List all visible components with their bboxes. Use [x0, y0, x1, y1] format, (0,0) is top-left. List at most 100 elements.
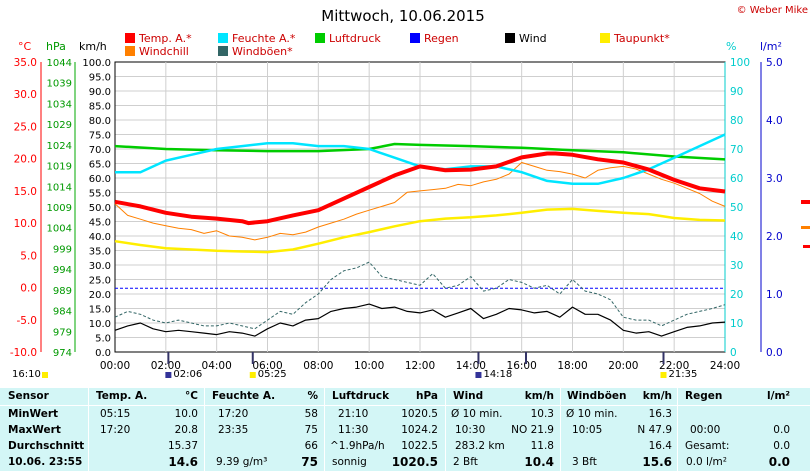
legend-swatch	[218, 33, 228, 43]
press-max-value: 1024.2	[401, 424, 438, 436]
press-header: Luftdruck	[332, 390, 390, 402]
marker-label: 21:35	[668, 369, 697, 380]
chart-axes: 35.0 30.0 25.0 20.0 15.0 10.0 5.0 0.0 -5.0 -10.0 1…	[10, 57, 783, 372]
stats-header-row: Sensor Temp. A. °C Feuchte A. % Luftdruc…	[0, 388, 810, 404]
rain-r2-value: 0.0	[773, 424, 790, 436]
kmh-tick-label: 55.0	[89, 189, 111, 200]
rain-tick-label: 4.0	[766, 115, 783, 127]
rain-r2-time: 00:00	[690, 424, 721, 436]
stats-avg-row: Durchschnitt 15.37 66 ^1.9hPa/h 1022.5 2…	[0, 438, 810, 454]
press-max-time: 11:30	[338, 424, 369, 436]
hpa-tick-label: 1014	[47, 182, 72, 193]
legend-swatch	[125, 33, 135, 43]
legend-swatch	[600, 33, 610, 43]
hpa-tick-label: 989	[53, 286, 72, 297]
celsius-tick-label: -10.0	[10, 347, 37, 359]
percent-tick-label: 50	[730, 202, 743, 214]
kmh-tick-label: 20.0	[89, 290, 111, 301]
rain-header: Regen	[685, 390, 723, 402]
hum-max-time: 23:35	[218, 424, 249, 436]
kmh-tick-label: 75.0	[89, 131, 111, 142]
hum-abs-value: 9.39 g/m³	[216, 456, 268, 468]
marker-icon	[475, 372, 482, 378]
series-temp-a-line	[114, 151, 726, 226]
press-min-value: 1020.5	[401, 408, 438, 420]
legend-label: Regen	[424, 32, 459, 45]
kmh-tick-label: 25.0	[89, 276, 111, 287]
kmh-tick-label: 15.0	[89, 305, 111, 316]
gust-now-value: 15.6	[642, 455, 672, 469]
kmh-tick-label: 50.0	[89, 203, 111, 214]
chart-series	[114, 133, 726, 337]
marker-icon	[660, 372, 667, 378]
celsius-tick-label: 0.0	[20, 283, 37, 295]
percent-tick-label: 60	[730, 173, 743, 185]
wind-header: Wind	[453, 390, 484, 402]
gust-unit-header: km/h	[642, 390, 672, 402]
hpa-tick-label: 1004	[47, 224, 72, 235]
hum-avg-value: 66	[304, 440, 318, 452]
legend-label: Taupunkt*	[613, 32, 670, 45]
wind-unit-header: km/h	[524, 390, 554, 402]
rain-tick-label: 2.0	[766, 231, 783, 243]
rain-now-label: 0.0 l/m²	[686, 456, 727, 468]
max-label: MaxWert	[8, 424, 61, 436]
chart-title: Mittwoch, 10.06.2015	[321, 7, 485, 25]
hpa-tick-label: 1024	[47, 141, 72, 152]
legend-label: Feuchte A.*	[232, 32, 296, 45]
celsius-tick-label: 30.0	[14, 89, 37, 101]
celsius-tick-label: 25.0	[14, 121, 37, 133]
kmh-tick-label: 90.0	[89, 87, 111, 98]
marker-label: 02:06	[173, 369, 202, 380]
celsius-tick-label: 20.0	[14, 154, 37, 166]
min-label: MinWert	[8, 408, 59, 420]
legend-label: Luftdruck	[329, 32, 381, 45]
sensor-header: Sensor	[8, 390, 49, 402]
legend-label: Windchill	[139, 45, 189, 58]
gust-r3-value: 16.4	[648, 440, 672, 452]
celsius-tick-label: 5.0	[20, 250, 37, 262]
temp-unit-header: °C	[185, 390, 198, 402]
press-text: sonnig	[332, 456, 367, 468]
rain-r3-value: 0.0	[773, 440, 790, 452]
time-tick-label: 10:00	[354, 360, 384, 372]
now-label: 10.06. 23:55	[8, 456, 83, 468]
series-taupunkt-line	[114, 207, 726, 254]
time-tick-label: 16:00	[507, 360, 537, 372]
percent-tick-label: 30	[730, 260, 743, 272]
rain-tick-label: 3.0	[766, 173, 783, 185]
time-tick-label: 24:00	[710, 360, 740, 372]
series-windb-en-line	[114, 261, 726, 330]
percent-tick-label: 80	[730, 115, 743, 127]
legend-swatch	[218, 46, 228, 56]
temp-avg-value: 15.37	[167, 440, 198, 452]
percent-tick-label: 10	[730, 318, 743, 330]
kmh-tick-label: 65.0	[89, 160, 111, 171]
percent-tick-label: 20	[730, 289, 743, 301]
wind-r2-value: NO 21.9	[511, 424, 554, 436]
temp-min-time: 05:15	[100, 408, 131, 420]
avg-label: Durchschnitt	[8, 440, 85, 452]
press-avg-value: 1022.5	[401, 440, 438, 452]
hum-min-time: 17:20	[218, 408, 249, 420]
legend-swatch	[315, 33, 325, 43]
kmh-tick-label: 95.0	[89, 73, 111, 84]
percent-tick-label: 0	[730, 347, 737, 359]
kmh-tick-label: 85.0	[89, 102, 111, 113]
rain-unit-label: l/m²	[760, 40, 782, 53]
weather-chart: Mittwoch, 10.06.2015 © Weber Mike Temp. …	[10, 5, 810, 380]
hpa-tick-label: 984	[53, 307, 72, 318]
temp-max-value: 20.8	[174, 424, 198, 436]
celsius-tick-label: -5.0	[17, 315, 38, 327]
press-now-value: 1020.5	[391, 455, 438, 469]
gust-r2-value: N 47.9	[637, 424, 672, 436]
series-luftdruck-line	[114, 142, 726, 161]
wind-r1-label: Ø 10 min.	[451, 408, 503, 420]
hpa-tick-label: 1034	[47, 99, 72, 110]
wind-r2-time: 10:30	[455, 424, 486, 436]
marker-icon	[42, 372, 48, 378]
kmh-tick-label: 100.0	[82, 58, 111, 69]
wind-r3-value: 11.8	[530, 440, 554, 452]
marker-icon	[165, 372, 172, 378]
stats-max-row: MaxWert 17:20 20.8 23:35 75 11:30 1024.2…	[0, 422, 810, 438]
